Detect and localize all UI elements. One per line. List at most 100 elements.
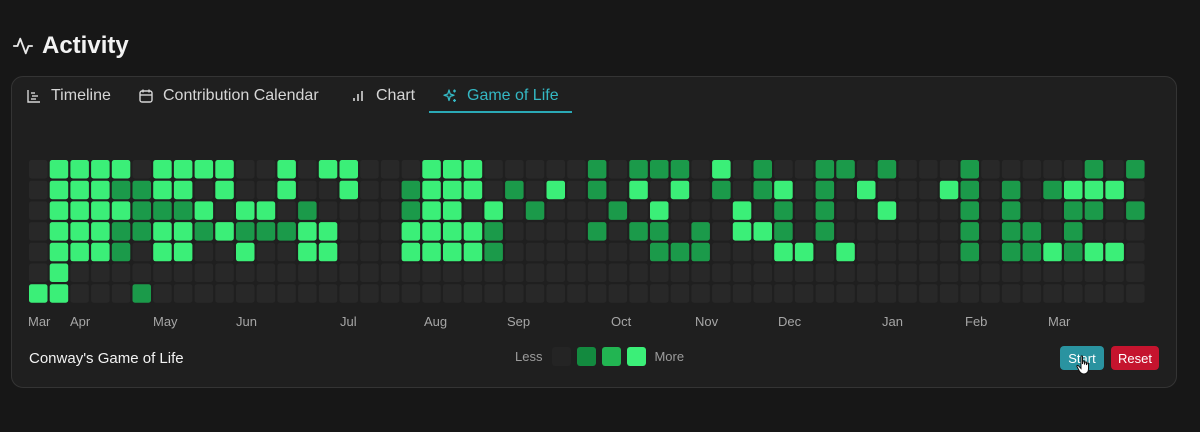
grid-cell-alive[interactable]	[1126, 160, 1145, 179]
grid-cell-alive[interactable]	[422, 222, 441, 241]
grid-cell-alive[interactable]	[484, 222, 503, 241]
grid-cell-alive[interactable]	[443, 180, 462, 200]
grid-cell-alive[interactable]	[525, 201, 545, 220]
grid-cell-alive[interactable]	[877, 160, 897, 179]
grid-cell-alive[interactable]	[815, 201, 835, 220]
grid-cell-alive[interactable]	[215, 222, 234, 241]
grid-cell-dead[interactable]	[1084, 263, 1104, 283]
grid-cell-alive[interactable]	[298, 242, 317, 262]
grid-cell-alive[interactable]	[960, 201, 980, 220]
grid-cell-alive[interactable]	[815, 222, 835, 241]
grid-cell-dead[interactable]	[1022, 180, 1042, 200]
grid-cell-dead[interactable]	[898, 284, 917, 303]
grid-cell-alive[interactable]	[753, 160, 773, 179]
grid-cell-dead[interactable]	[794, 222, 814, 241]
grid-cell-dead[interactable]	[401, 263, 421, 283]
grid-cell-alive[interactable]	[774, 222, 793, 241]
grid-cell-alive[interactable]	[153, 222, 172, 241]
grid-cell-dead[interactable]	[546, 263, 566, 283]
grid-cell-alive[interactable]	[173, 160, 193, 179]
grid-cell-dead[interactable]	[132, 160, 152, 179]
grid-cell-alive[interactable]	[401, 201, 421, 220]
grid-cell-dead[interactable]	[629, 201, 648, 220]
grid-cell-dead[interactable]	[877, 180, 897, 200]
grid-cell-alive[interactable]	[443, 160, 462, 179]
grid-cell-alive[interactable]	[650, 201, 669, 220]
grid-cell-alive[interactable]	[70, 180, 89, 200]
grid-cell-alive[interactable]	[732, 222, 752, 241]
grid-cell-alive[interactable]	[753, 180, 773, 200]
grid-cell-dead[interactable]	[318, 201, 338, 220]
grid-cell-alive[interactable]	[256, 201, 276, 220]
grid-cell-alive[interactable]	[546, 180, 566, 200]
grid-cell-alive[interactable]	[1064, 222, 1083, 241]
grid-cell-dead[interactable]	[857, 160, 876, 179]
grid-cell-alive[interactable]	[70, 242, 89, 262]
grid-cell-dead[interactable]	[774, 160, 793, 179]
grid-cell-alive[interactable]	[1022, 222, 1042, 241]
grid-cell-alive[interactable]	[70, 222, 89, 241]
grid-cell-dead[interactable]	[712, 242, 731, 262]
grid-cell-alive[interactable]	[49, 242, 69, 262]
grid-cell-dead[interactable]	[401, 284, 421, 303]
grid-cell-dead[interactable]	[939, 284, 959, 303]
grid-cell-dead[interactable]	[650, 263, 669, 283]
grid-cell-dead[interactable]	[1001, 160, 1021, 179]
grid-cell-dead[interactable]	[712, 284, 731, 303]
grid-cell-dead[interactable]	[712, 201, 731, 220]
grid-cell-dead[interactable]	[401, 160, 421, 179]
grid-cell-dead[interactable]	[546, 242, 566, 262]
grid-cell-alive[interactable]	[1043, 242, 1062, 262]
grid-cell-alive[interactable]	[318, 242, 338, 262]
grid-cell-dead[interactable]	[380, 284, 400, 303]
grid-cell-dead[interactable]	[650, 284, 669, 303]
grid-cell-alive[interactable]	[960, 180, 980, 200]
grid-cell-dead[interactable]	[1126, 222, 1145, 241]
grid-cell-dead[interactable]	[794, 201, 814, 220]
grid-cell-dead[interactable]	[70, 263, 89, 283]
grid-cell-alive[interactable]	[1001, 180, 1021, 200]
grid-cell-dead[interactable]	[505, 242, 524, 262]
grid-cell-dead[interactable]	[111, 284, 131, 303]
grid-cell-dead[interactable]	[380, 180, 400, 200]
grid-cell-dead[interactable]	[153, 263, 172, 283]
grid-cell-dead[interactable]	[546, 222, 566, 241]
grid-cell-dead[interactable]	[898, 263, 917, 283]
grid-cell-dead[interactable]	[670, 222, 690, 241]
grid-cell-alive[interactable]	[774, 180, 793, 200]
grid-cell-dead[interactable]	[505, 160, 524, 179]
grid-cell-alive[interactable]	[111, 160, 131, 179]
grid-cell-alive[interactable]	[1001, 242, 1021, 262]
grid-cell-dead[interactable]	[215, 263, 234, 283]
grid-cell-alive[interactable]	[960, 242, 980, 262]
grid-cell-dead[interactable]	[691, 180, 710, 200]
grid-cell-dead[interactable]	[463, 201, 483, 220]
grid-cell-dead[interactable]	[505, 201, 524, 220]
grid-cell-dead[interactable]	[546, 160, 566, 179]
grid-cell-dead[interactable]	[463, 284, 483, 303]
grid-cell-dead[interactable]	[1001, 284, 1021, 303]
grid-cell-alive[interactable]	[91, 180, 110, 200]
grid-cell-alive[interactable]	[111, 201, 131, 220]
grid-cell-alive[interactable]	[111, 242, 131, 262]
grid-cell-alive[interactable]	[463, 160, 483, 179]
grid-cell-dead[interactable]	[443, 284, 462, 303]
grid-cell-alive[interactable]	[153, 180, 172, 200]
grid-cell-dead[interactable]	[1126, 263, 1145, 283]
grid-cell-dead[interactable]	[877, 284, 897, 303]
grid-cell-dead[interactable]	[318, 284, 338, 303]
grid-cell-dead[interactable]	[194, 263, 214, 283]
grid-cell-dead[interactable]	[173, 284, 193, 303]
grid-cell-alive[interactable]	[194, 201, 214, 220]
grid-cell-alive[interactable]	[111, 222, 131, 241]
grid-cell-dead[interactable]	[339, 263, 359, 283]
grid-cell-dead[interactable]	[939, 201, 959, 220]
grid-cell-alive[interactable]	[774, 242, 793, 262]
grid-cell-dead[interactable]	[815, 284, 835, 303]
grid-cell-dead[interactable]	[898, 160, 917, 179]
grid-cell-dead[interactable]	[484, 284, 503, 303]
grid-cell-dead[interactable]	[422, 284, 441, 303]
grid-cell-dead[interactable]	[380, 160, 400, 179]
grid-cell-dead[interactable]	[1022, 201, 1042, 220]
grid-cell-dead[interactable]	[525, 242, 545, 262]
